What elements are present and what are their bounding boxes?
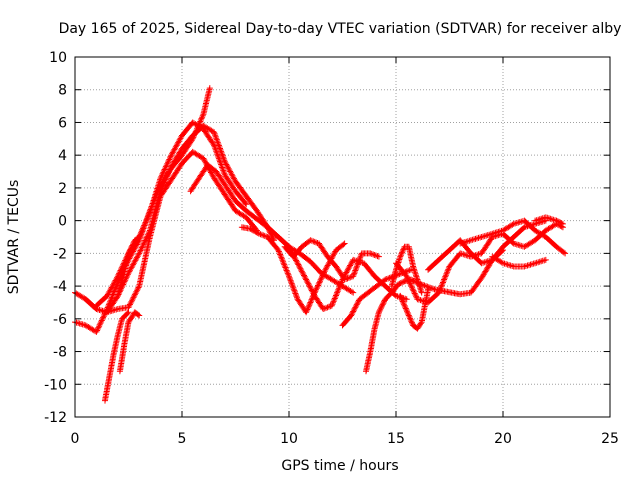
y-tick-label: -6 [53, 312, 67, 328]
y-tick-label: 0 [58, 214, 67, 230]
plot-border [74, 56, 611, 418]
series-arc-5 [102, 309, 132, 404]
series-markers [93, 119, 250, 309]
series-arc-7 [114, 234, 143, 299]
series-markers [397, 286, 432, 332]
series-markers [532, 214, 566, 227]
y-tick-label: 10 [49, 50, 67, 66]
grid [75, 57, 610, 417]
series-markers [116, 309, 143, 375]
y-tick-label: -12 [44, 410, 67, 426]
series-arc-13 [363, 247, 506, 375]
y-tick-label: -10 [44, 377, 67, 393]
series-markers [281, 237, 382, 283]
x-axis-label: GPS time / hours [281, 458, 398, 474]
series-arc-6 [116, 309, 143, 375]
x-tick-label: 0 [71, 431, 80, 447]
y-tick-label: 4 [58, 148, 67, 164]
x-tick-label: 25 [601, 431, 619, 447]
x-tick-label: 15 [387, 431, 405, 447]
y-tick-label: 2 [58, 181, 67, 197]
series-arc-4 [93, 119, 250, 309]
series-markers [489, 253, 549, 270]
series-markers [457, 217, 569, 257]
series-arc-19 [489, 253, 549, 270]
y-axis-label: SDTVAR / TECUs [6, 180, 22, 295]
x-tick-label: 20 [494, 431, 512, 447]
y-tick-label: -4 [53, 279, 67, 295]
x-tick-label: 5 [178, 431, 187, 447]
y-tick-label: -8 [53, 345, 67, 361]
series-arc-15 [397, 286, 432, 332]
axis-ticks: 0 5 10 15 20 25 -12 -10 -8 -6 -4 -2 0 2 4 6 8 10 [44, 50, 619, 447]
x-tick-label: 10 [280, 431, 298, 447]
series-arc-20 [532, 214, 566, 227]
series-markers [264, 224, 410, 312]
series-arc-3 [82, 122, 277, 316]
series-markers [102, 309, 132, 404]
series-arc-10 [264, 224, 410, 312]
series-arc-18 [457, 217, 569, 257]
series-arc-11 [281, 237, 382, 283]
data-points [72, 85, 569, 404]
y-tick-label: 8 [58, 83, 67, 99]
series-markers [363, 247, 506, 375]
series-markers [82, 122, 277, 316]
series-markers [114, 234, 143, 299]
y-tick-label: 6 [58, 115, 67, 131]
chart-title: Day 165 of 2025, Sidereal Day-to-day VTE… [59, 21, 622, 37]
y-tick-label: -2 [53, 246, 67, 262]
